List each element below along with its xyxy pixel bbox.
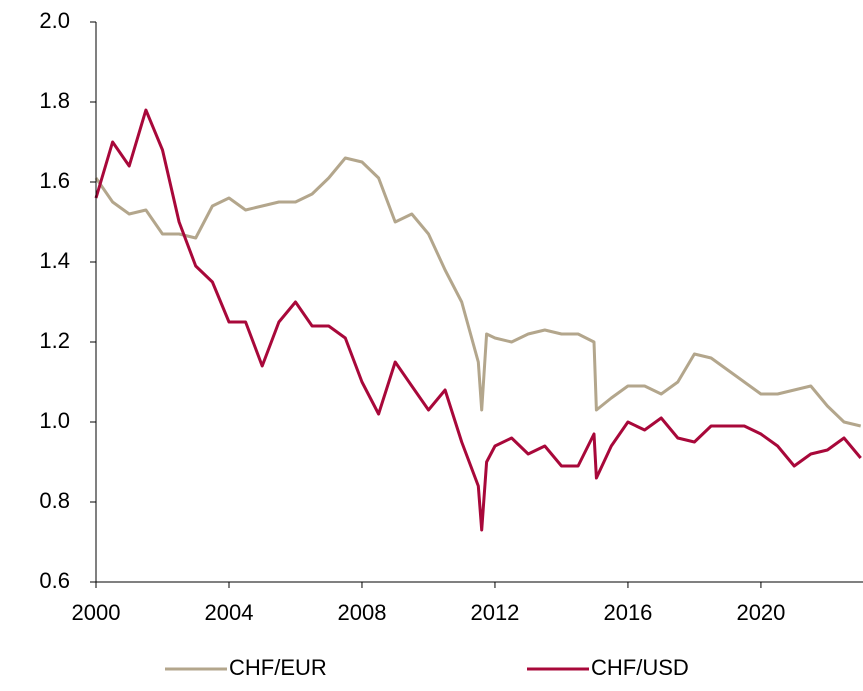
x-tick-label: 2012 bbox=[470, 600, 519, 625]
x-tick-label: 2016 bbox=[603, 600, 652, 625]
y-tick-label: 1.8 bbox=[39, 88, 70, 113]
y-tick-label: 1.4 bbox=[39, 248, 70, 273]
y-tick-label: 2.0 bbox=[39, 8, 70, 33]
x-tick-label: 2004 bbox=[205, 600, 254, 625]
x-tick-label: 2008 bbox=[337, 600, 386, 625]
x-tick-label: 2000 bbox=[72, 600, 121, 625]
series-line bbox=[94, 156, 862, 428]
y-tick-label: 1.0 bbox=[39, 408, 70, 433]
x-tick-label: 2020 bbox=[736, 600, 785, 625]
y-tick-label: 0.8 bbox=[39, 488, 70, 513]
legend-label: CHF/USD bbox=[591, 655, 689, 680]
y-tick-label: 0.6 bbox=[39, 568, 70, 593]
series-line bbox=[94, 108, 862, 532]
y-tick-label: 1.6 bbox=[39, 168, 70, 193]
legend-label: CHF/EUR bbox=[229, 655, 327, 680]
y-tick-label: 1.2 bbox=[39, 328, 70, 353]
